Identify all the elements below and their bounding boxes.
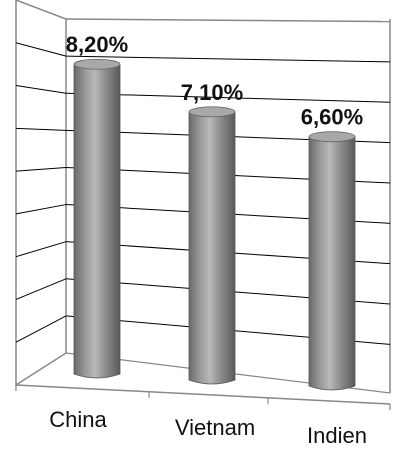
bar-top-cap <box>73 58 121 70</box>
category-label: Vietnam <box>175 415 255 440</box>
gridline-side <box>15 85 67 94</box>
category-label: Indien <box>307 423 367 448</box>
gridline-side <box>15 166 67 172</box>
data-label: 8,20% <box>66 32 128 57</box>
bar-indien <box>308 131 356 391</box>
gridline-side <box>15 42 67 57</box>
gridline-side <box>15 278 67 300</box>
gridline-side <box>15 241 67 258</box>
chart-category-labels: China Vietnam Indien <box>49 407 367 448</box>
side-wall <box>15 0 67 387</box>
gridline-side <box>15 127 67 131</box>
bar-body <box>308 136 356 391</box>
chart-data-labels: 8,20% 7,10% 6,60% <box>66 32 363 129</box>
floor-front-edge <box>15 384 391 405</box>
data-label: 6,60% <box>301 105 363 130</box>
chart-bars <box>73 58 356 391</box>
gridline-back <box>65 55 391 63</box>
bar-body <box>73 63 121 379</box>
bar-body <box>188 111 236 385</box>
gridline-side <box>15 315 67 343</box>
bar-china <box>73 58 121 379</box>
gridline-side <box>15 204 67 215</box>
category-label: China <box>49 407 107 432</box>
bar-top-cap <box>308 131 356 143</box>
bar-vietnam <box>188 106 236 385</box>
back-wall-top <box>65 18 391 23</box>
data-label: 7,10% <box>181 80 243 105</box>
bar-top-cap <box>188 106 236 118</box>
